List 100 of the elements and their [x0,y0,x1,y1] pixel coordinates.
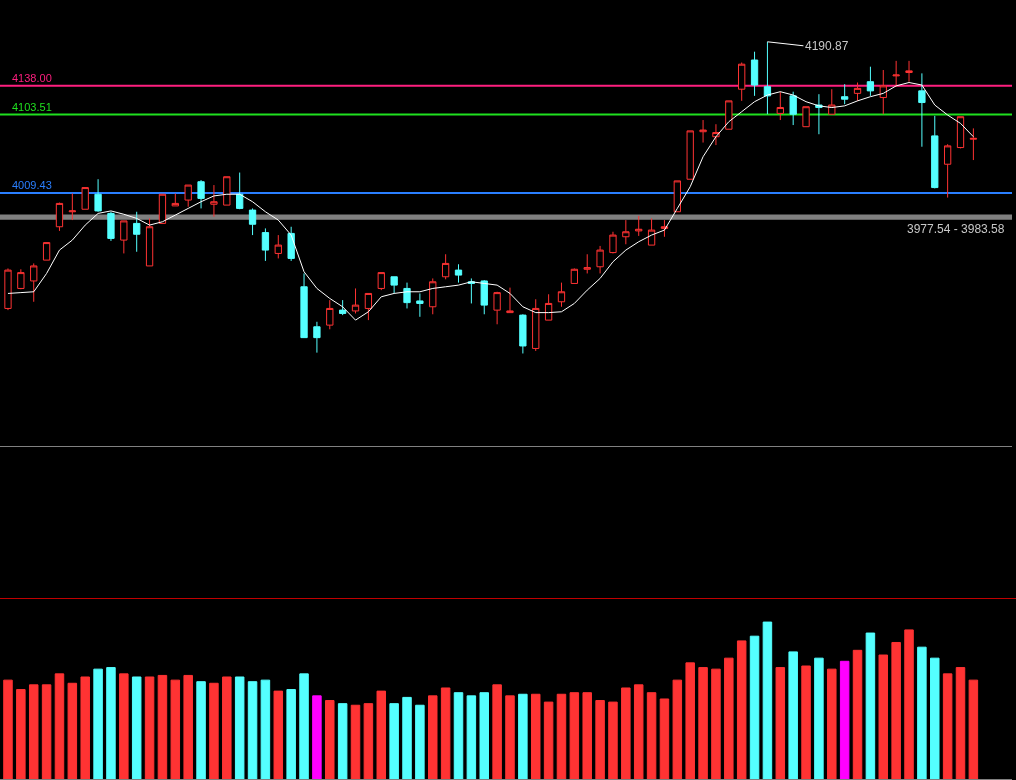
candlestick [390,276,398,294]
bar [878,654,889,779]
candlestick [738,62,746,102]
candlestick [956,116,965,149]
bar [28,684,39,779]
bar [363,703,374,779]
candlestick [493,291,501,325]
candlestick [261,227,270,262]
candlestick [158,193,167,224]
candlestick [570,267,578,284]
candlestick [81,187,89,210]
bar [67,682,78,779]
candlestick [879,69,887,115]
candlestick [55,202,64,232]
candlestick [287,226,295,262]
candlestick [120,220,128,254]
candlestick [403,282,411,309]
bar [762,621,773,779]
candlestick [429,277,437,315]
candlestick [557,282,566,308]
bar [350,704,361,779]
bar [633,684,644,779]
bar [209,682,219,779]
bar [337,703,348,779]
bar [646,692,657,779]
bar [106,667,116,779]
bar [157,674,168,779]
bar [131,676,142,779]
bar [672,679,683,779]
bar [724,657,734,779]
candlestick [660,219,669,238]
bar [608,701,618,779]
bar [440,687,451,779]
candlestick [313,321,321,354]
annotation: 4190.87 [805,39,849,53]
candlestick [583,253,591,274]
candlestick [506,287,514,314]
ref-line-label: 4138.00 [12,72,52,84]
bar [479,692,489,779]
bar [428,695,438,779]
candlestick [789,91,797,126]
candlestick [699,119,707,144]
candlestick [544,293,553,321]
bar [196,681,206,779]
candlestick [725,100,733,130]
candlestick [441,253,450,280]
bar [711,668,721,779]
bar [376,690,387,779]
ref-line-label: 4103.51 [12,101,52,113]
candlestick [532,298,540,352]
candlestick [416,292,424,318]
candlestick [107,211,115,242]
bar [530,693,541,779]
bar [183,674,193,779]
candlestick [622,219,630,245]
bar [415,704,425,779]
candlestick [30,262,38,303]
candlestick [892,60,900,88]
candlestick [943,143,952,199]
bar [312,695,322,779]
candlestick [686,130,694,180]
band-label: 3977.54 - 3983.58 [907,222,1005,236]
bar [839,660,850,779]
bar [904,629,914,779]
candlestick [223,176,231,206]
candlestick [519,313,527,354]
bar [775,667,786,779]
candlestick [17,268,25,290]
candlestick [210,184,218,218]
bar [54,673,65,779]
bar [170,679,181,779]
candlestick [326,299,334,330]
candlestick [274,234,282,259]
candlestick [750,51,759,97]
bar [144,676,155,779]
candlestick [4,267,12,311]
candlestick [776,91,784,121]
bar [273,690,284,779]
candlestick [94,178,102,213]
candlestick [236,172,244,210]
ref-line-label: 4009.43 [12,179,52,191]
candlestick [969,127,978,161]
candlestick [802,106,810,128]
candlestick [647,217,656,246]
candlestick [68,192,76,221]
candlestick [828,88,836,115]
bar [569,692,580,779]
bar [942,673,953,779]
candlestick [853,82,862,102]
bar [891,641,901,779]
bar [736,640,747,779]
bar [325,700,335,779]
bar [827,668,837,779]
bar [659,698,670,779]
candlestick [480,279,488,315]
bar [930,657,940,779]
bar [222,676,232,779]
candlestick [364,292,373,321]
bar [389,703,399,779]
bar [492,684,502,779]
